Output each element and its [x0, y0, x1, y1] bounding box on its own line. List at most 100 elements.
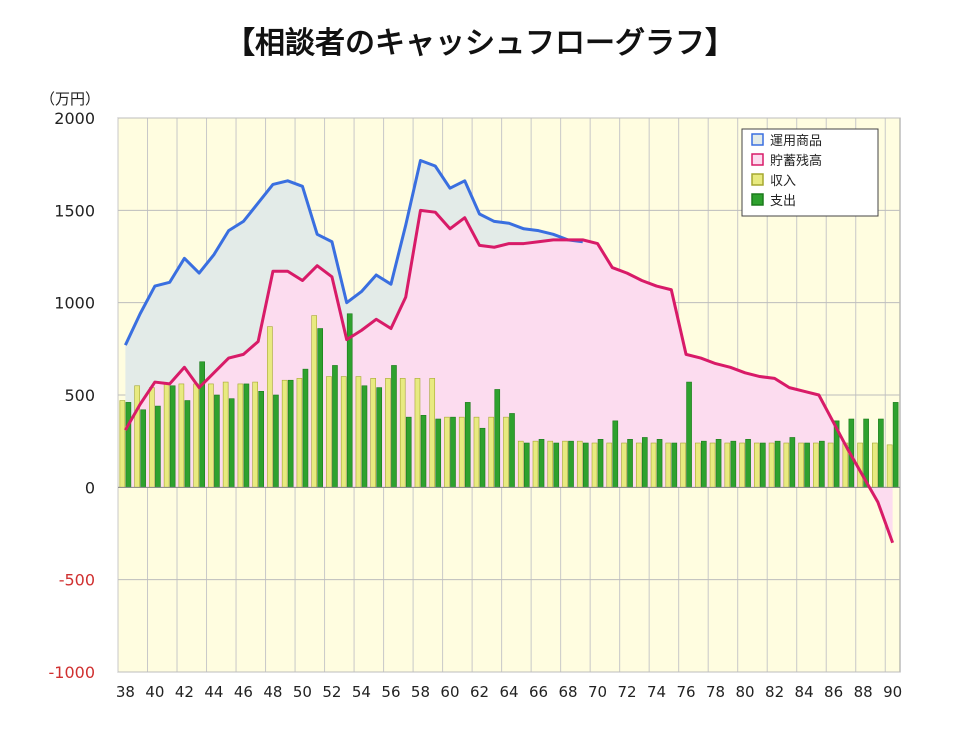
x-tick-label: 78	[706, 683, 725, 701]
bar-支出	[523, 442, 530, 488]
bar-支出	[376, 387, 383, 488]
y-tick-label: 2000	[54, 109, 95, 128]
chart-title: 【相談者のキャッシュフローグラフ】	[225, 26, 735, 61]
bar-収入	[650, 442, 657, 488]
bar-支出	[774, 440, 781, 488]
bar-収入	[886, 444, 893, 488]
x-tick-label: 64	[499, 683, 518, 701]
bar-収入	[547, 440, 554, 488]
bar-支出	[656, 439, 663, 488]
legend-label: 貯蓄残高	[770, 153, 822, 169]
legend-label: 支出	[770, 194, 796, 209]
x-tick-label: 84	[795, 683, 814, 701]
y-tick-label: 1000	[54, 294, 95, 313]
bar-収入	[724, 442, 731, 488]
bar-収入	[267, 326, 273, 488]
bar-収入	[709, 442, 716, 488]
legend-label: 収入	[770, 174, 796, 189]
legend-swatch	[751, 173, 764, 186]
bar-収入	[208, 383, 214, 488]
bar-支出	[538, 439, 545, 488]
bar-収入	[399, 378, 406, 488]
bar-支出	[686, 381, 692, 488]
bar-支出	[405, 416, 412, 488]
bar-収入	[414, 378, 421, 488]
bar-収入	[385, 378, 391, 488]
bar-支出	[332, 365, 338, 488]
legend-swatch	[751, 153, 764, 166]
bar-支出	[745, 439, 751, 488]
bar-支出	[760, 442, 766, 488]
bar-収入	[827, 442, 834, 488]
bar-収入	[134, 385, 140, 488]
bar-支出	[420, 415, 427, 488]
bar-収入	[149, 387, 155, 488]
bar-支出	[317, 328, 324, 488]
bar-収入	[872, 442, 878, 488]
x-tick-label: 80	[736, 683, 755, 701]
bar-支出	[199, 361, 205, 488]
x-tick-label: 76	[677, 683, 696, 701]
bar-支出	[214, 394, 220, 488]
bar-支出	[494, 389, 501, 488]
x-tick-label: 56	[381, 683, 400, 701]
x-tick-label: 54	[352, 683, 371, 701]
bar-支出	[435, 418, 442, 488]
bar-収入	[296, 378, 303, 488]
x-tick-label: 62	[470, 683, 489, 701]
x-axis-tick-labels: 38 40 42 44 46 48 50 52 54 56 58 60 62 64 66 68 70 72 74 76…	[116, 683, 902, 701]
legend-box	[741, 128, 879, 217]
legend-swatch	[751, 133, 764, 146]
bar-支出	[243, 383, 250, 488]
x-tick-label: 82	[765, 683, 784, 701]
bar-収入	[311, 315, 317, 488]
x-tick-label: 40	[145, 683, 164, 701]
y-axis-tick-labels: 2000 1500 1000 500 0 -500 -1000	[49, 109, 96, 682]
bar-収入	[458, 416, 465, 488]
bar-収入	[576, 440, 583, 488]
y-tick-label: 500	[64, 386, 95, 405]
bar-支出	[582, 442, 589, 488]
bar-支出	[701, 440, 707, 488]
bar-支出	[155, 405, 161, 488]
bar-支出	[140, 409, 146, 488]
bar-収入	[813, 442, 819, 488]
bar-収入	[178, 383, 185, 488]
bar-支出	[671, 442, 678, 488]
bar-支出	[789, 437, 796, 488]
bar-収入	[665, 442, 672, 488]
bar-支出	[730, 440, 737, 488]
bar-収入	[606, 442, 613, 488]
bar-収入	[754, 442, 760, 488]
bar-収入	[591, 442, 598, 488]
x-tick-label: 42	[175, 683, 194, 701]
bar-収入	[355, 376, 362, 488]
bar-収入	[370, 378, 377, 488]
bar-収入	[473, 416, 480, 488]
bar-収入	[444, 416, 450, 488]
bar-支出	[819, 440, 825, 488]
x-tick-label: 38	[116, 683, 135, 701]
x-tick-label: 74	[647, 683, 666, 701]
bar-series-group	[119, 313, 899, 488]
bar-支出	[287, 379, 294, 488]
bar-支出	[878, 418, 884, 488]
bar-支出	[184, 400, 191, 488]
bar-支出	[169, 385, 176, 488]
bar-支出	[258, 391, 264, 488]
bar-支出	[804, 442, 810, 488]
y-tick-label: -500	[59, 571, 95, 590]
bar-収入	[326, 376, 332, 488]
x-tick-label: 88	[854, 683, 873, 701]
x-tick-label: 52	[322, 683, 341, 701]
bar-収入	[783, 442, 790, 488]
x-tick-label: 68	[558, 683, 577, 701]
series-line-運用商品	[124, 158, 583, 346]
bar-収入	[621, 442, 627, 488]
bar-収入	[635, 442, 642, 488]
bar-支出	[641, 437, 648, 488]
bar-収入	[798, 442, 804, 488]
bar-収入	[340, 376, 347, 488]
bar-収入	[222, 381, 229, 488]
y-tick-label: 0	[85, 478, 95, 497]
